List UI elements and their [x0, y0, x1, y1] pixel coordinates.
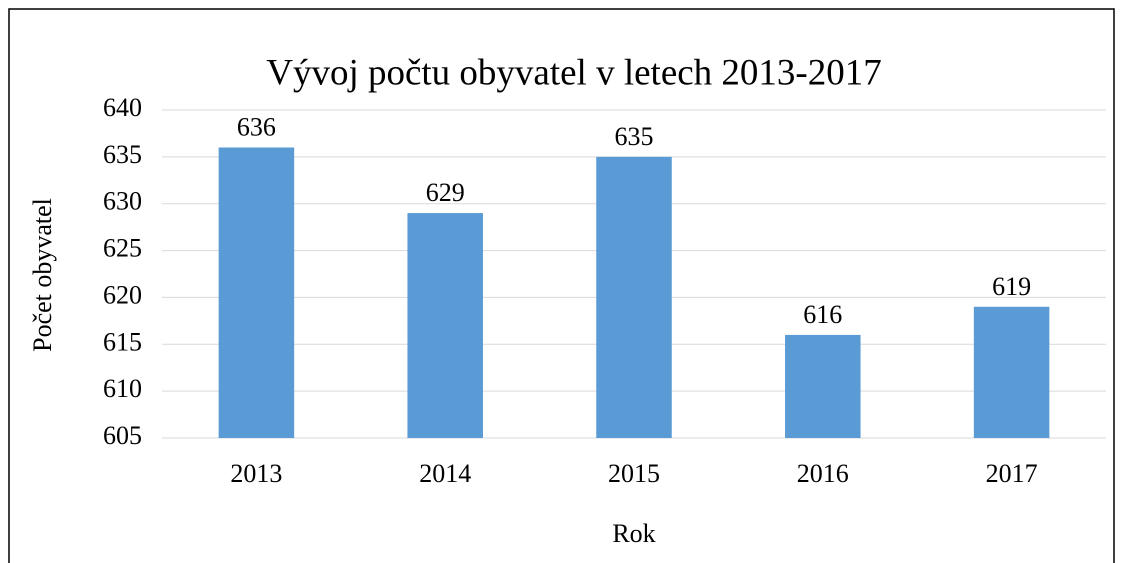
data-label: 619: [992, 272, 1031, 301]
x-tick-label: 2016: [797, 459, 849, 488]
y-tick-label: 625: [103, 234, 142, 263]
y-tick-label: 605: [103, 421, 142, 450]
y-tick-label: 640: [103, 93, 142, 122]
y-tick-label: 615: [103, 327, 142, 356]
x-axis-label: Rok: [612, 519, 655, 548]
y-tick-label: 630: [103, 187, 142, 216]
chart-border: [8, 8, 1115, 563]
x-tick-label: 2013: [230, 459, 282, 488]
y-tick-label: 635: [103, 140, 142, 169]
data-label: 629: [426, 178, 465, 207]
data-label: 635: [615, 122, 654, 151]
data-label: 636: [237, 112, 276, 141]
bar: [785, 334, 861, 438]
y-axis-label: Počet obyvatel: [28, 198, 57, 352]
y-tick-label: 620: [103, 280, 142, 309]
bar: [973, 306, 1050, 438]
x-tick-label: 2015: [608, 459, 660, 488]
data-label: 616: [803, 300, 842, 329]
y-tick-label: 610: [103, 374, 142, 403]
x-tick-label: 2014: [419, 459, 471, 488]
chart-title: Vývoj počtu obyvatel v letech 2013-2017: [266, 52, 882, 93]
x-tick-label: 2017: [986, 459, 1038, 488]
bar: [596, 156, 672, 438]
bar: [218, 147, 295, 438]
bar: [407, 213, 483, 438]
